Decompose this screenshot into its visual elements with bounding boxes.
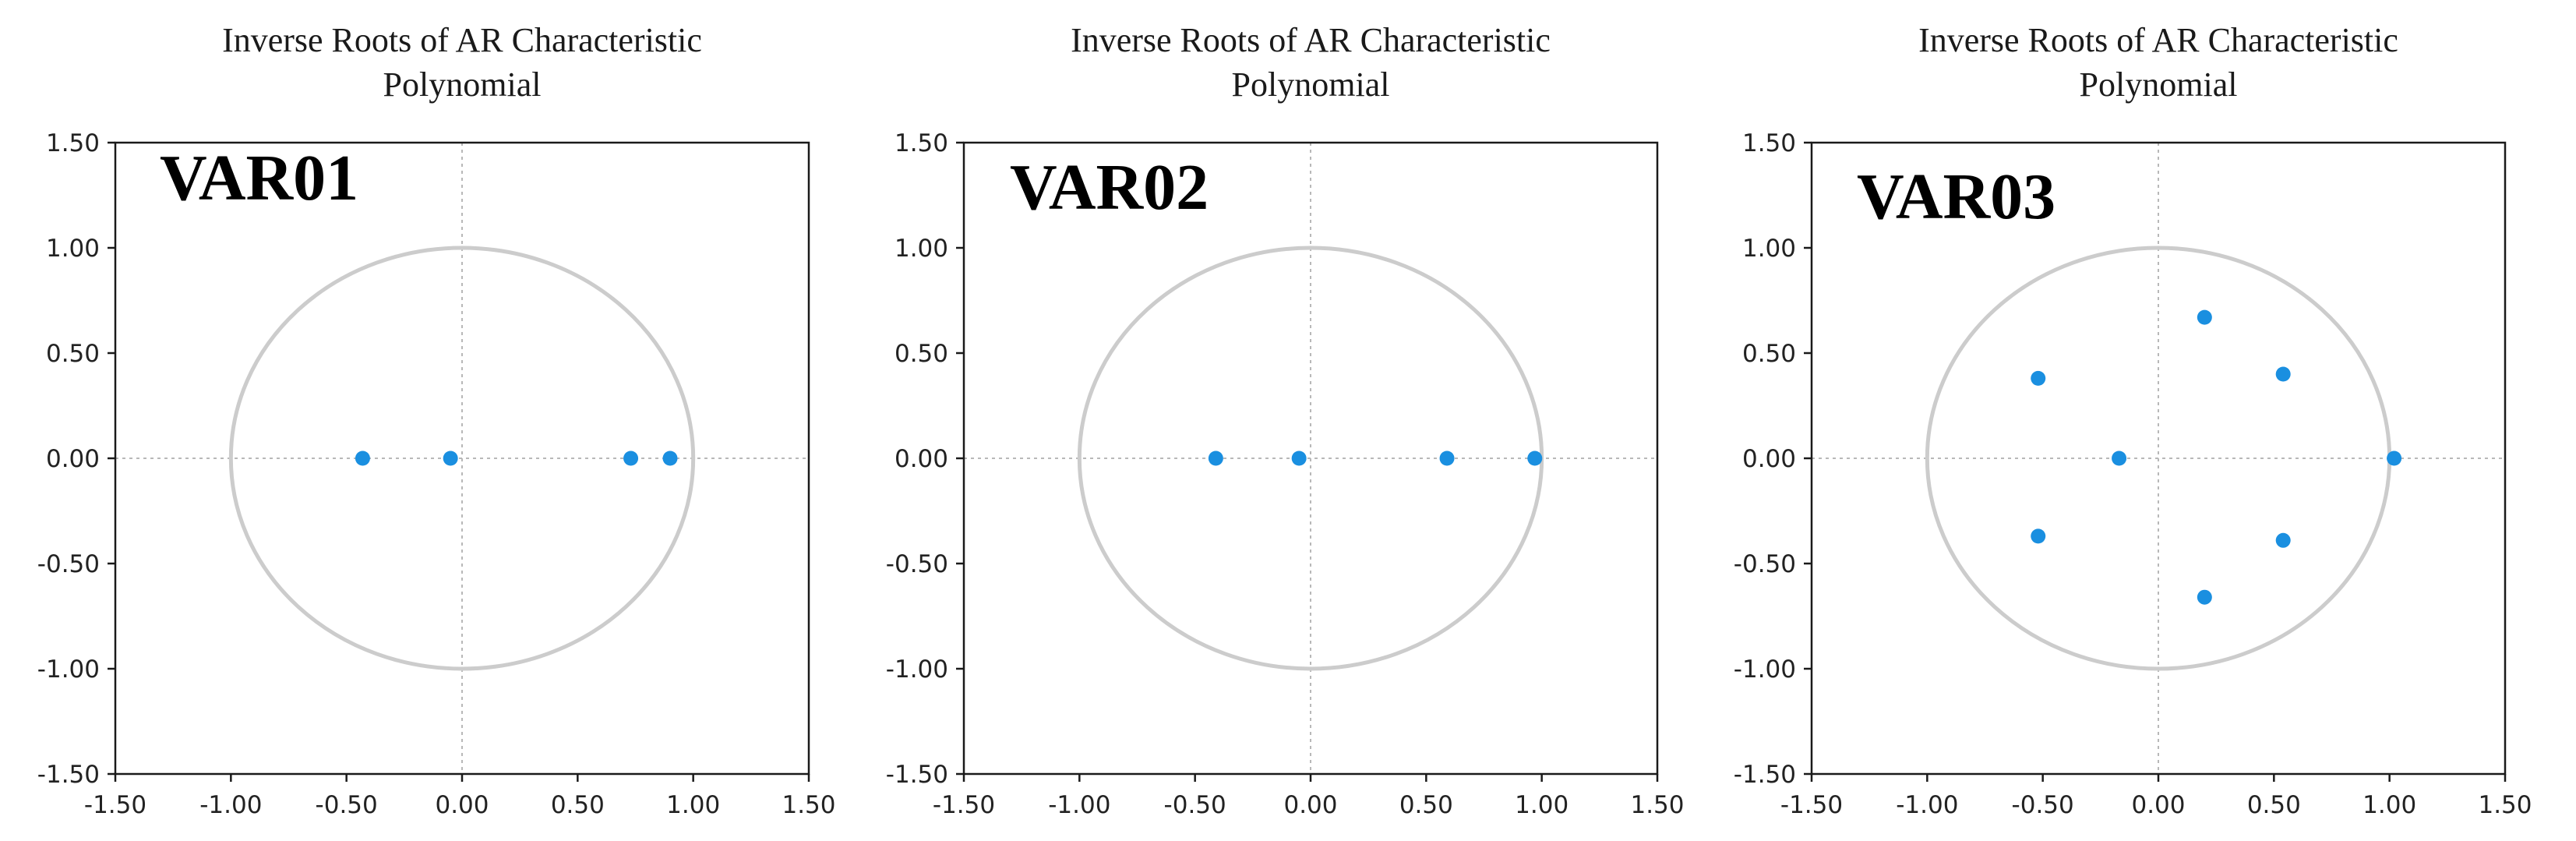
x-tick-label: -0.50	[1164, 791, 1226, 819]
chart-title-line: Inverse Roots of AR Characteristic	[1071, 21, 1551, 59]
x-tick-label: 0.00	[435, 791, 489, 819]
y-tick-label: 0.00	[1742, 445, 1796, 473]
chart-panel-var02: Inverse Roots of AR Characteristic Polyno…	[886, 21, 1685, 819]
y-tick-label: -1.00	[37, 655, 100, 684]
x-tick-label: 1.50	[2478, 791, 2532, 819]
x-tick-label: 0.50	[1399, 791, 1453, 819]
inverse-root-point	[355, 451, 370, 466]
y-tick-label: 1.00	[46, 235, 100, 263]
y-tick-label: -0.50	[1734, 550, 1796, 578]
y-tick-label: -1.50	[37, 761, 100, 789]
y-tick-label: -0.50	[886, 550, 948, 578]
chart-panel-var03: Inverse Roots of AR Characteristic Polyno…	[1734, 21, 2532, 819]
inverse-root-point	[1208, 451, 1223, 466]
inverse-root-point	[443, 451, 458, 466]
chart-title-line: Polynomial	[1232, 65, 1390, 104]
x-tick-label: 1.00	[2363, 791, 2416, 819]
x-tick-label: 1.50	[1630, 791, 1684, 819]
x-tick-label: -1.50	[933, 791, 995, 819]
y-tick-label: 0.50	[1742, 340, 1796, 368]
inverse-root-point	[1527, 451, 1543, 466]
y-tick-label: -1.00	[1734, 655, 1796, 684]
x-tick-label: 0.00	[2131, 791, 2185, 819]
chart-title-line: Inverse Roots of AR Characteristic	[222, 21, 702, 59]
y-tick-label: 0.00	[895, 445, 948, 473]
inverse-root-point	[2197, 309, 2212, 325]
x-tick-label: 1.00	[666, 791, 720, 819]
chart-title-line: Polynomial	[383, 65, 542, 104]
y-tick-label: -1.50	[1734, 761, 1796, 789]
inverse-root-point	[1291, 451, 1307, 466]
panel-label: VAR03	[1857, 161, 2056, 233]
x-tick-label: -1.00	[199, 791, 262, 819]
chart-title-line: Polynomial	[2080, 65, 2238, 104]
x-tick-label: -0.50	[316, 791, 378, 819]
y-tick-label: 0.50	[895, 340, 948, 368]
x-tick-label: -1.00	[1048, 791, 1110, 819]
y-tick-label: 1.00	[1742, 235, 1796, 263]
unit-circle	[228, 246, 696, 671]
x-tick-label: 0.50	[551, 791, 605, 819]
panel-label: VAR02	[1010, 151, 1209, 224]
y-tick-label: 1.50	[895, 129, 948, 157]
x-tick-label: 1.00	[1515, 791, 1569, 819]
inverse-root-point	[2387, 451, 2402, 466]
inverse-root-point	[2197, 589, 2212, 605]
y-tick-label: -1.50	[886, 761, 948, 789]
x-tick-label: 0.50	[2247, 791, 2301, 819]
inverse-root-point	[2275, 366, 2291, 382]
inverse-root-point	[1439, 451, 1455, 466]
chart-title-line: Inverse Roots of AR Characteristic	[1918, 21, 2398, 59]
y-tick-label: 0.00	[46, 445, 100, 473]
y-tick-label: 0.50	[46, 340, 100, 368]
y-tick-label: -1.00	[886, 655, 948, 684]
y-tick-label: -0.50	[37, 550, 100, 578]
inverse-root-point	[2031, 370, 2046, 386]
panel-label: VAR01	[160, 142, 358, 214]
inverse-root-point	[623, 451, 639, 466]
x-tick-label: -1.50	[84, 791, 146, 819]
inverse-root-point	[662, 451, 678, 466]
x-tick-label: -0.50	[2012, 791, 2074, 819]
chart-panel-var01: Inverse Roots of AR Characteristic Polyno…	[37, 21, 836, 819]
y-tick-label: 1.50	[46, 129, 100, 157]
x-tick-label: -1.50	[1780, 791, 1843, 819]
x-tick-label: 1.50	[782, 791, 835, 819]
inverse-root-point	[2031, 528, 2046, 544]
y-tick-label: 1.00	[895, 235, 948, 263]
inverse-root-point	[2112, 451, 2127, 466]
y-tick-label: 1.50	[1742, 129, 1796, 157]
x-tick-label: 0.00	[1283, 791, 1337, 819]
inverse-root-point	[2275, 532, 2291, 548]
x-tick-label: -1.00	[1896, 791, 1958, 819]
